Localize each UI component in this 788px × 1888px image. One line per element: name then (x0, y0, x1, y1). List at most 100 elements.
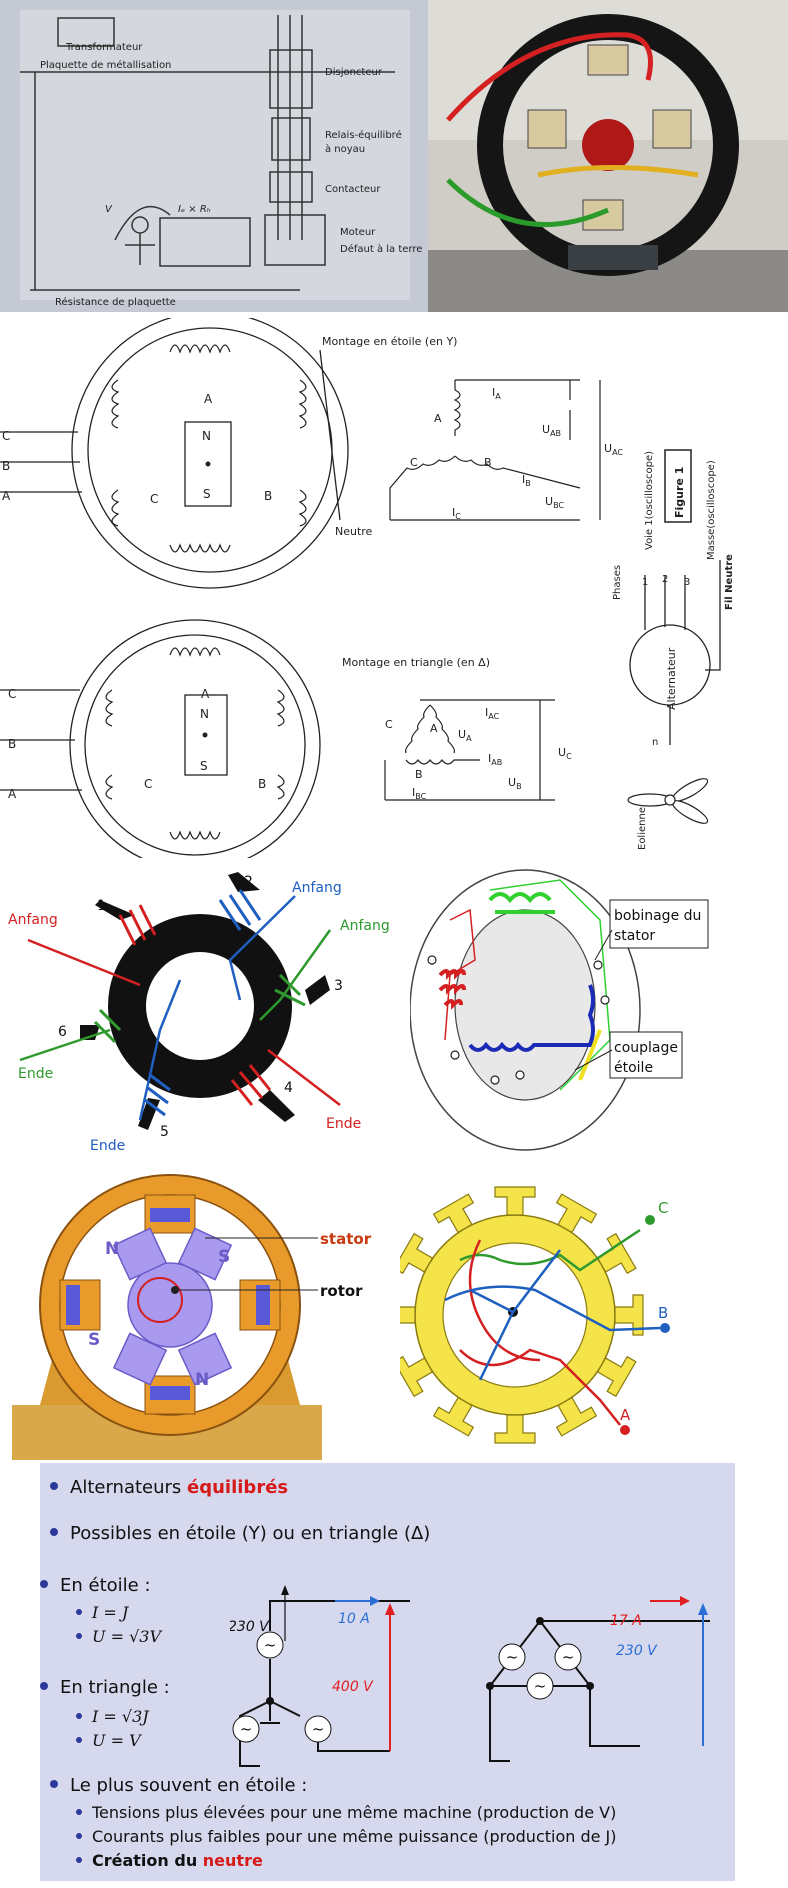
stator-tooth (400, 1294, 416, 1336)
svg-text:S: S (88, 1330, 100, 1350)
svg-text:n: n (652, 737, 658, 748)
star-10a-label: 10 A (338, 1611, 370, 1627)
bullet-dot (50, 1780, 58, 1788)
svg-text:IAB: IAB (488, 752, 502, 767)
svg-text:N: N (105, 1239, 119, 1259)
stator-tooth (494, 1186, 536, 1216)
svg-text:IA: IA (492, 386, 501, 401)
svg-text:B: B (484, 456, 492, 469)
delta-coil-a: A (201, 687, 210, 701)
ende-blue: Ende (90, 1138, 125, 1154)
stator-tooth (432, 1396, 475, 1437)
delta-eq-2: U = V (76, 1731, 141, 1750)
star-diagram: C B A A B C N S Montage en étoile (en Y)… (0, 318, 623, 589)
svg-text:~: ~ (534, 1677, 547, 1695)
black-stator-diagram: 1 2 3 4 5 6 Anfang Anfang Anfang Ende En… (8, 872, 390, 1154)
bullet-star: En étoile : (40, 1575, 151, 1596)
delta-line-a: A (8, 787, 17, 801)
bullet-dot (76, 1712, 82, 1719)
stator-tooth (596, 1355, 637, 1398)
plate-label: Plaquette de métallisation (40, 59, 171, 71)
pole-1: 1 (97, 898, 106, 914)
transformer-label: Transformateur (65, 42, 143, 53)
pole-2: 2 (244, 874, 253, 890)
bullet-dot (40, 1580, 48, 1588)
svg-text:N: N (195, 1370, 209, 1390)
star-line-a: A (2, 489, 11, 503)
star-rotor-s: S (203, 487, 211, 501)
relay-label-1: Relais-équilibré (325, 129, 402, 141)
phase-b-label: B (658, 1304, 668, 1322)
svg-text:~: ~ (312, 1720, 325, 1738)
neutral-label: Neutre (335, 525, 373, 538)
bullet-dot (40, 1682, 48, 1690)
stator-label: stator (320, 1230, 372, 1248)
svg-text:B: B (415, 768, 423, 781)
pole-4: 4 (284, 1080, 293, 1096)
phase-a-label: A (620, 1406, 631, 1424)
delta-rotor-s: S (200, 759, 208, 773)
svg-text:~: ~ (562, 1648, 575, 1666)
star-coil-b: B (264, 489, 272, 503)
svg-text:UBC: UBC (545, 495, 564, 510)
star-eq-2: U = √3V (76, 1627, 161, 1646)
bullet-dot (76, 1856, 82, 1863)
resistance-label: Résistance de plaquette (55, 296, 176, 308)
contactor-label: Contacteur (325, 184, 381, 195)
summary-slide: Alternateurs équilibrés Possibles en éto… (40, 1463, 735, 1881)
bullet-possible: Possibles en étoile (Y) ou en triangle (… (50, 1523, 430, 1544)
svg-text:IB: IB (522, 473, 531, 488)
svg-text:3: 3 (684, 577, 690, 588)
stator-tooth (400, 1232, 434, 1275)
figure1-neutre: Fil Neutre (724, 554, 735, 610)
star-coil-a: A (204, 392, 213, 406)
star-wiring-figure: ~ ~ ~ 230 V 10 A 400 V (230, 1585, 410, 1767)
winding-label-1: bobinage du (614, 908, 701, 924)
coupling-label-1: couplage (614, 1040, 678, 1056)
figure1-box-label: Figure 1 (673, 467, 686, 518)
mostly-star-2: Courants plus faibles pour une même puis… (76, 1827, 617, 1846)
delta-17a-label: 17 A (610, 1613, 642, 1629)
delta-coil-c: C (144, 777, 152, 791)
stator-tooth (432, 1193, 475, 1234)
bullet-dot (76, 1632, 82, 1639)
svg-text:~: ~ (506, 1648, 519, 1666)
svg-text:~: ~ (264, 1636, 277, 1654)
stator-tooth (400, 1355, 434, 1398)
svg-text:1: 1 (642, 577, 648, 588)
stator-tooth (596, 1232, 637, 1275)
bullet-dot (76, 1808, 82, 1815)
breaker-label: Disjoncteur (325, 67, 383, 78)
yellow-stator-diagram: C B A (400, 1186, 670, 1444)
star-rotor-n: N (202, 429, 211, 443)
star-230v-label: 230 V (230, 1619, 270, 1635)
bullet-delta: En triangle : (40, 1677, 170, 1698)
figure1-masse: Masse(oscilloscope) (706, 460, 717, 560)
figure1-phases: Phases (612, 565, 623, 600)
svg-text:UC: UC (558, 746, 572, 761)
delta-line-c: C (8, 687, 16, 701)
stator-tooth (555, 1193, 598, 1234)
delta-wiring-figure: ~ ~ ~ 17 A 230 V (486, 1596, 710, 1762)
svg-text:2: 2 (662, 574, 668, 585)
coupling-label-2: étoile (614, 1060, 653, 1076)
rotor-label: rotor (320, 1282, 363, 1300)
delta-rotor-n: N (200, 707, 209, 721)
v-label: V (105, 204, 113, 215)
fault-label: Défaut à la terre (340, 243, 422, 255)
phase-c-label: C (658, 1199, 668, 1217)
svg-text:C: C (385, 718, 393, 731)
formula-label: Iₑ × Rₕ (178, 204, 211, 215)
mostly-star-1: Tensions plus élevées pour une même mach… (76, 1803, 616, 1822)
svg-text:A: A (430, 722, 438, 735)
pole-3: 3 (334, 978, 343, 994)
ende-green: Ende (18, 1066, 53, 1082)
svg-text:C: C (410, 456, 418, 469)
delta-coil-b: B (258, 777, 266, 791)
star-line-b: B (2, 459, 10, 473)
stator-tooth (494, 1414, 536, 1444)
bullet-dot (50, 1528, 58, 1536)
mostly-star-3: Création du neutre (76, 1851, 263, 1870)
motor-photo (428, 0, 788, 312)
svg-text:~: ~ (240, 1720, 253, 1738)
